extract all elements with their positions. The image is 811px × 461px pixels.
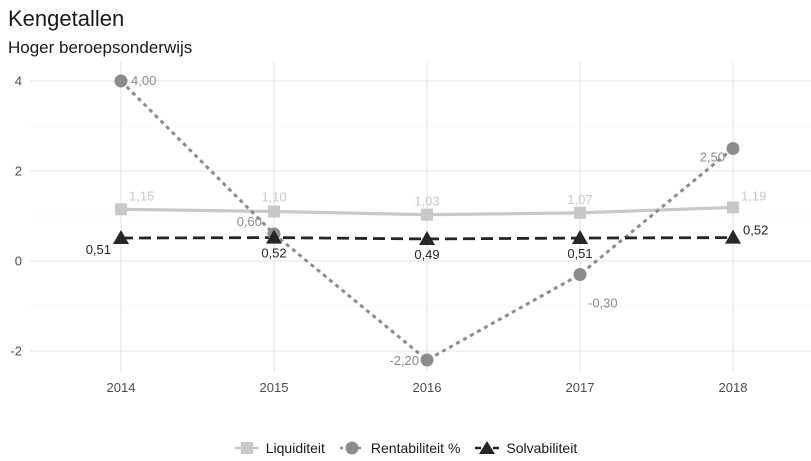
data-point-square bbox=[115, 203, 127, 216]
data-label-circle: 2,50 bbox=[700, 150, 725, 165]
data-label-square: 1,10 bbox=[261, 190, 286, 205]
y-tick-label: 4 bbox=[15, 74, 22, 89]
grid-lines bbox=[30, 62, 811, 372]
legend-item: Solvabiliteit bbox=[474, 440, 577, 456]
data-point-triangle bbox=[419, 230, 435, 245]
data-label-triangle: 0,52 bbox=[743, 223, 768, 238]
data-point-triangle bbox=[266, 229, 282, 244]
data-point-square bbox=[727, 201, 739, 214]
data-label-circle: -2,20 bbox=[389, 353, 419, 368]
legend-key-circle bbox=[339, 441, 364, 455]
x-tick-label: 2018 bbox=[719, 380, 748, 395]
data-label-circle: 0,60 bbox=[237, 214, 262, 229]
data-label-square: 1,15 bbox=[129, 188, 154, 203]
y-tick-label: 2 bbox=[15, 164, 22, 179]
data-point-circle bbox=[573, 268, 587, 281]
series-line-circle bbox=[119, 79, 734, 362]
data-label-triangle: 0,52 bbox=[261, 246, 286, 261]
data-label-triangle: 0,49 bbox=[414, 247, 439, 262]
data-label-circle: 4,00 bbox=[131, 73, 156, 88]
data-point-circle bbox=[726, 142, 740, 155]
x-tick-label: 2016 bbox=[413, 380, 442, 395]
y-tick-label: 0 bbox=[15, 254, 22, 269]
legend-label: Rentabiliteit % bbox=[370, 440, 461, 456]
legend-key-triangle bbox=[475, 441, 500, 454]
legend-key-square bbox=[234, 442, 259, 454]
data-point-circle bbox=[420, 353, 434, 367]
legend-item: Liquiditeit bbox=[234, 440, 325, 456]
x-tick-label: 2014 bbox=[107, 380, 136, 395]
data-point-square bbox=[268, 205, 280, 218]
data-label-triangle: 0,51 bbox=[86, 242, 111, 257]
data-point-triangle bbox=[572, 230, 588, 245]
series-markers bbox=[113, 74, 741, 367]
x-tick-label: 2015 bbox=[260, 380, 289, 395]
data-label-circle: -0,30 bbox=[588, 296, 618, 311]
x-tick-label: 2017 bbox=[566, 380, 595, 395]
data-point-circle bbox=[114, 74, 128, 88]
data-label-triangle: 0,51 bbox=[567, 246, 592, 261]
chart-title: Kengetallen bbox=[8, 6, 125, 31]
y-tick-label: -2 bbox=[10, 344, 22, 359]
legend-label: Liquiditeit bbox=[265, 440, 325, 456]
legend: Liquiditeit Rentabiliteit % Solvabiliteit bbox=[0, 440, 811, 456]
chart-subtitle: Hoger beroepsonderwijs bbox=[8, 38, 193, 57]
data-point-square bbox=[574, 206, 586, 219]
data-label-square: 1,19 bbox=[741, 188, 766, 203]
data-point-triangle bbox=[113, 230, 129, 245]
axis-tick-labels: -2 0 2 4 2014 2015 2016 2017 2018 bbox=[10, 74, 747, 396]
data-point-square bbox=[421, 208, 433, 221]
legend-label: Solvabiliteit bbox=[506, 440, 578, 456]
data-labels: 1,15 1,10 1,03 1,07 1,19 4,00 0,60 -2,20 -0,30 2,… bbox=[86, 73, 769, 368]
data-label-square: 1,07 bbox=[567, 192, 592, 207]
legend-item: Rentabiliteit % bbox=[339, 440, 461, 456]
data-point-triangle bbox=[725, 229, 741, 244]
data-label-square: 1,03 bbox=[414, 194, 439, 209]
